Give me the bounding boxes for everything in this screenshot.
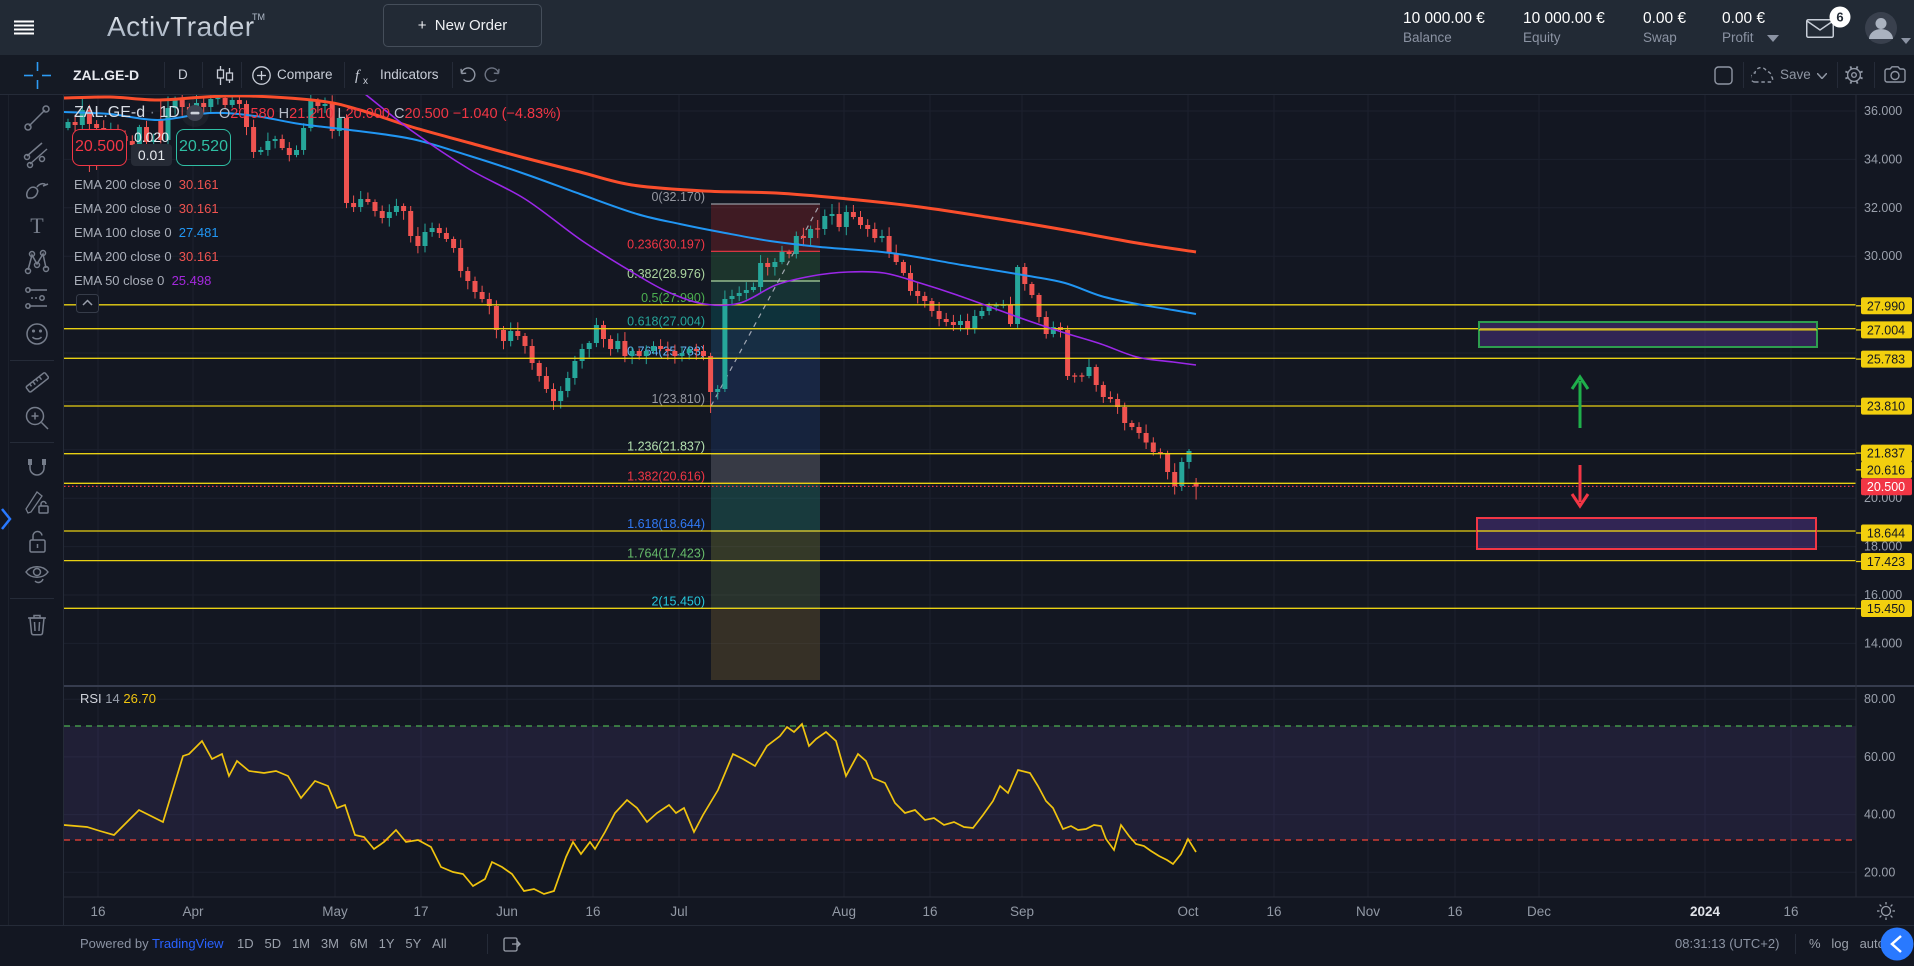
- svg-text:36.000: 36.000: [1864, 104, 1902, 118]
- svg-text:0.382(28.976): 0.382(28.976): [627, 267, 705, 281]
- svg-text:0(32.170): 0(32.170): [651, 190, 705, 204]
- svg-text:0.5(27.990): 0.5(27.990): [641, 291, 705, 305]
- svg-text:1(23.810): 1(23.810): [651, 392, 705, 406]
- svg-text:Nov: Nov: [1356, 904, 1380, 919]
- svg-text:Apr: Apr: [182, 904, 204, 919]
- svg-text:2(15.450): 2(15.450): [651, 594, 705, 608]
- svg-text:Oct: Oct: [1177, 904, 1198, 919]
- svg-text:17.423: 17.423: [1867, 555, 1905, 569]
- svg-text:34.000: 34.000: [1864, 152, 1902, 166]
- svg-text:16.000: 16.000: [1864, 588, 1902, 602]
- svg-text:Jun: Jun: [496, 904, 518, 919]
- svg-text:25.783: 25.783: [1867, 353, 1905, 367]
- svg-text:Dec: Dec: [1527, 904, 1551, 919]
- svg-text:16: 16: [922, 904, 937, 919]
- svg-text:T: T: [30, 213, 44, 238]
- svg-text:80.00: 80.00: [1864, 692, 1895, 706]
- svg-text:6: 6: [1836, 10, 1843, 25]
- svg-text:20.616: 20.616: [1867, 463, 1905, 477]
- svg-text:23.810: 23.810: [1867, 400, 1905, 414]
- svg-text:16: 16: [90, 904, 105, 919]
- svg-text:16: 16: [1447, 904, 1462, 919]
- svg-text:x: x: [363, 76, 368, 85]
- svg-text:17: 17: [413, 904, 428, 919]
- svg-text:18.000: 18.000: [1864, 540, 1902, 554]
- svg-text:30.000: 30.000: [1864, 249, 1902, 263]
- svg-text:Sep: Sep: [1010, 904, 1034, 919]
- svg-text:16: 16: [585, 904, 600, 919]
- svg-text:Aug: Aug: [832, 904, 856, 919]
- svg-text:1.236(21.837): 1.236(21.837): [627, 440, 705, 454]
- svg-text:RSI 14 26.70: RSI 14 26.70: [80, 691, 156, 706]
- svg-text:0.236(30.197): 0.236(30.197): [627, 237, 705, 251]
- svg-text:1.382(20.616): 1.382(20.616): [627, 469, 705, 483]
- svg-text:60.00: 60.00: [1864, 750, 1895, 764]
- svg-text:20.00: 20.00: [1864, 865, 1895, 879]
- svg-text:May: May: [322, 904, 348, 919]
- svg-text:14.000: 14.000: [1864, 636, 1902, 650]
- svg-text:16: 16: [1783, 904, 1798, 919]
- svg-text:0.618(27.004): 0.618(27.004): [627, 315, 705, 329]
- svg-text:18.644: 18.644: [1867, 527, 1905, 541]
- svg-text:1.764(17.423): 1.764(17.423): [627, 547, 705, 561]
- svg-text:2024: 2024: [1690, 904, 1721, 919]
- svg-text:40.00: 40.00: [1864, 808, 1895, 822]
- svg-text:Jul: Jul: [670, 904, 687, 919]
- svg-text:15.450: 15.450: [1867, 602, 1905, 616]
- svg-text:21.837: 21.837: [1867, 447, 1905, 461]
- svg-text:32.000: 32.000: [1864, 201, 1902, 215]
- svg-text:20.500: 20.500: [1867, 480, 1905, 494]
- svg-text:16: 16: [1266, 904, 1281, 919]
- svg-text:f: f: [355, 68, 361, 84]
- svg-text:27.004: 27.004: [1867, 323, 1905, 337]
- svg-text:1.618(18.644): 1.618(18.644): [627, 517, 705, 531]
- svg-text:27.990: 27.990: [1867, 299, 1905, 313]
